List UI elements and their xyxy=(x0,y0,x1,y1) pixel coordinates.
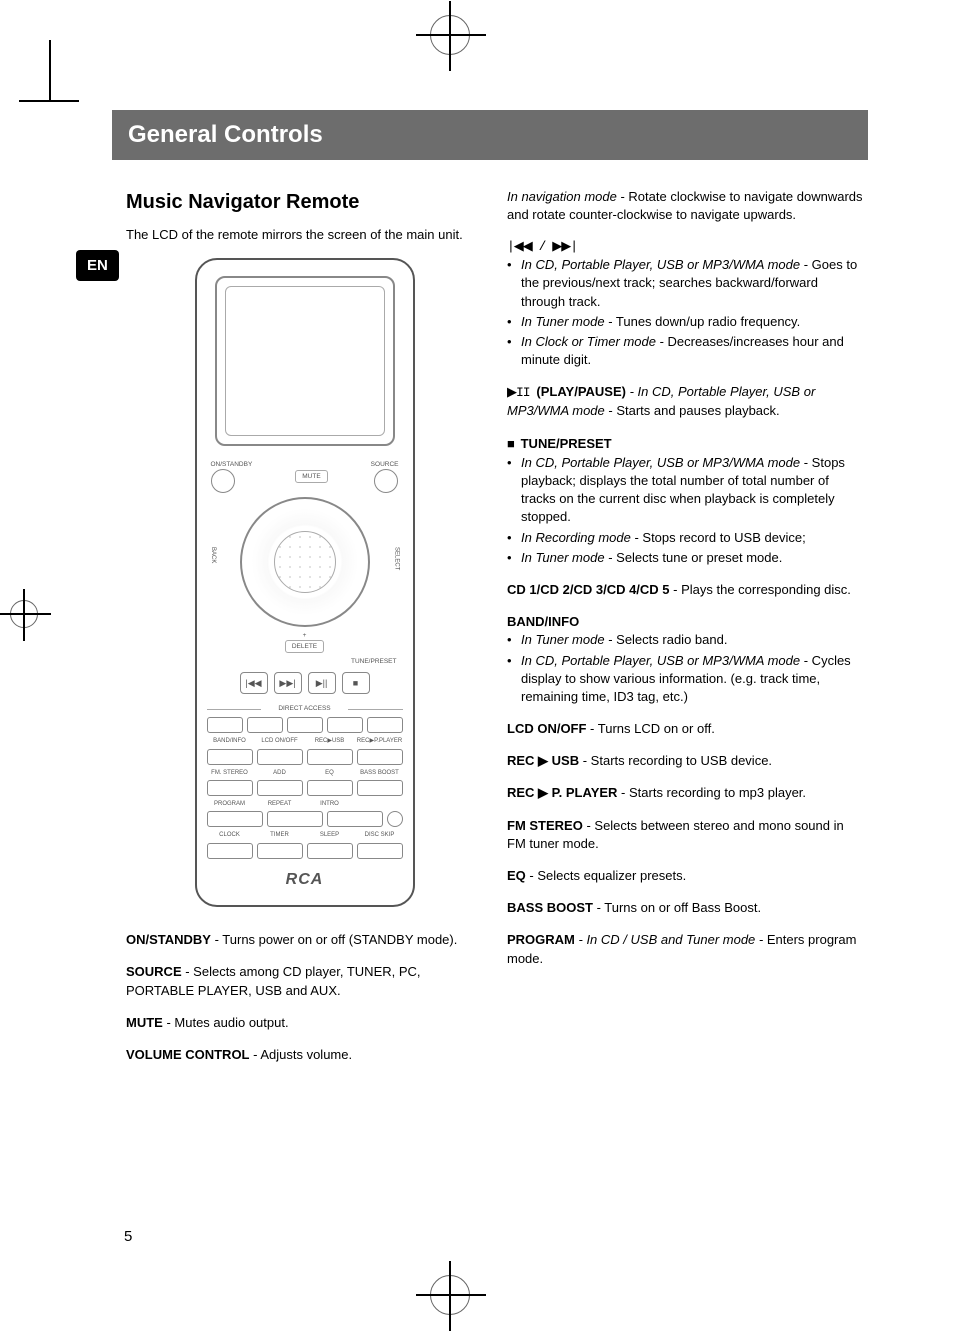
page-number: 5 xyxy=(124,1226,132,1247)
source-button xyxy=(374,469,398,493)
label-source: SOURCE xyxy=(371,460,399,469)
program-entry: PROGRAM - In CD / USB and Tuner mode - E… xyxy=(507,931,864,967)
onstandby-button xyxy=(211,469,235,493)
bandinfo-block: BAND/INFO In Tuner mode - Selects radio … xyxy=(507,613,864,706)
prev-button: |◀◀ xyxy=(240,672,268,694)
remote-illustration: ON/STANDBY MUTE SOURCE BACK + SELECT DEL… xyxy=(195,258,415,907)
cd-entry: CD 1/CD 2/CD 3/CD 4/CD 5 - Plays the cor… xyxy=(507,581,864,599)
label-select: SELECT xyxy=(392,547,400,570)
label-mute: MUTE xyxy=(295,470,327,483)
right-column: In navigation mode - Rotate clockwise to… xyxy=(507,188,864,1079)
list-item: In CD, Portable Player, USB or MP3/WMA m… xyxy=(507,256,864,311)
list-item: In Tuner mode - Tunes down/up radio freq… xyxy=(507,313,864,331)
rca-logo: RCA xyxy=(207,869,403,891)
registration-mark xyxy=(10,600,38,628)
nav-mode: In navigation mode - Rotate clockwise to… xyxy=(507,188,864,224)
play-button: ▶|| xyxy=(308,672,336,694)
entry-onstandby: ON/STANDBY - Turns power on or off (STAN… xyxy=(126,931,483,949)
row-c-labels: PROGRAMREPEATINTRO xyxy=(207,800,403,808)
list-item: In Tuner mode - Selects tune or preset m… xyxy=(507,549,864,567)
list-item: In CD, Portable Player, USB or MP3/WMA m… xyxy=(507,652,864,707)
entry-volume: VOLUME CONTROL - Adjusts volume. xyxy=(126,1046,483,1064)
label-tunepreset: TUNE/PRESET xyxy=(213,657,397,666)
simple-entry: REC ▶ P. PLAYER - Starts recording to mp… xyxy=(507,784,864,802)
crop-mark xyxy=(49,40,51,100)
label-delete: DELETE xyxy=(285,640,324,653)
registration-mark xyxy=(430,15,470,55)
row-a-labels: BAND/INFOLCD ON/OFFREC▶USBREC▶P.PLAYER xyxy=(207,737,403,745)
row-d-labels: CLOCKTIMERSLEEPDISC SKIP xyxy=(207,831,403,839)
section-title: General Controls xyxy=(112,110,868,160)
registration-mark xyxy=(430,1275,470,1315)
next-button: ▶▶| xyxy=(274,672,302,694)
left-intro: The LCD of the remote mirrors the screen… xyxy=(126,226,483,244)
entry-source: SOURCE - Selects among CD player, TUNER,… xyxy=(126,963,483,999)
list-item: In Tuner mode - Selects radio band. xyxy=(507,631,864,649)
list-item: In Clock or Timer mode - Decreases/incre… xyxy=(507,333,864,369)
simple-entry: EQ - Selects equalizer presets. xyxy=(507,867,864,885)
remote-lcd xyxy=(215,276,395,446)
entry-mute: MUTE - Mutes audio output. xyxy=(126,1014,483,1032)
left-column: Music Navigator Remote The LCD of the re… xyxy=(126,188,483,1079)
list-item: In Recording mode - Stops record to USB … xyxy=(507,529,864,547)
row-b-labels: FM. STEREOADDEQBASS BOOST xyxy=(207,769,403,777)
stop-button: ■ xyxy=(342,672,370,694)
simple-entry: BASS BOOST - Turns on or off Bass Boost. xyxy=(507,899,864,917)
label-direct: DIRECT ACCESS xyxy=(207,704,403,713)
tunepreset-block: ■ TUNE/PRESET In CD, Portable Player, US… xyxy=(507,435,864,567)
prevnext-block: |◀◀ / ▶▶| In CD, Portable Player, USB or… xyxy=(507,238,864,369)
left-subtitle: Music Navigator Remote xyxy=(126,188,483,216)
label-onstandby: ON/STANDBY xyxy=(211,460,253,469)
label-back: BACK xyxy=(209,547,217,563)
playpause: ▶II (PLAY/PAUSE) - In CD, Portable Playe… xyxy=(507,383,864,420)
simple-entry: FM STEREO - Selects between stereo and m… xyxy=(507,817,864,853)
simple-entry: REC ▶ USB - Starts recording to USB devi… xyxy=(507,752,864,770)
language-tab: EN xyxy=(76,250,119,281)
simple-entry: LCD ON/OFF - Turns LCD on or off. xyxy=(507,720,864,738)
content-columns: Music Navigator Remote The LCD of the re… xyxy=(126,188,864,1079)
prevnext-icon: |◀◀ / ▶▶| xyxy=(507,238,864,256)
list-item: In CD, Portable Player, USB or MP3/WMA m… xyxy=(507,454,864,527)
jog-wheel xyxy=(240,497,370,627)
